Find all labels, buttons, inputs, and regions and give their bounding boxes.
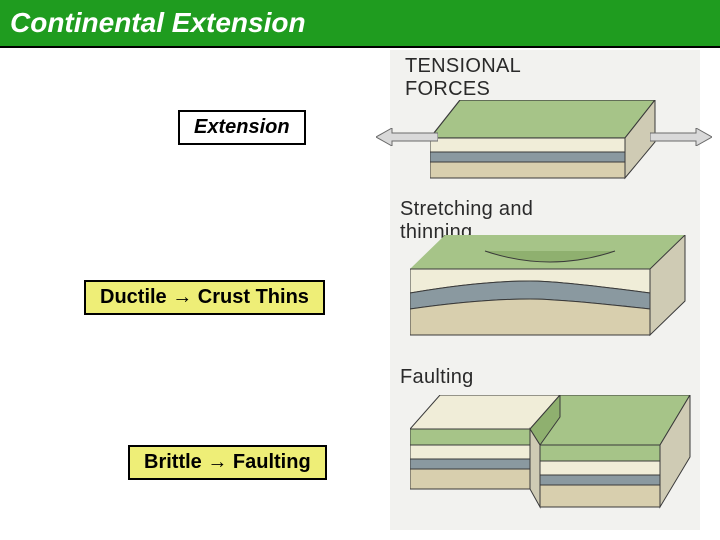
label-ductile: Ductile → Crust Thins <box>84 280 325 315</box>
diagram-stretch <box>410 235 690 345</box>
label-brittle: Brittle → Faulting <box>128 445 327 480</box>
rlabel-tensional: TENSIONAL FORCES <box>405 55 521 101</box>
label-extension: Extension <box>178 110 306 145</box>
tension-arrow-right <box>650 128 712 146</box>
slide-title: Continental Extension <box>10 7 306 39</box>
diagram-slab <box>430 100 660 190</box>
slide-header: Continental Extension <box>0 0 720 48</box>
diagram-fault <box>410 395 695 525</box>
rlabel-fault: Faulting <box>400 366 474 389</box>
tension-arrow-left <box>376 128 438 146</box>
